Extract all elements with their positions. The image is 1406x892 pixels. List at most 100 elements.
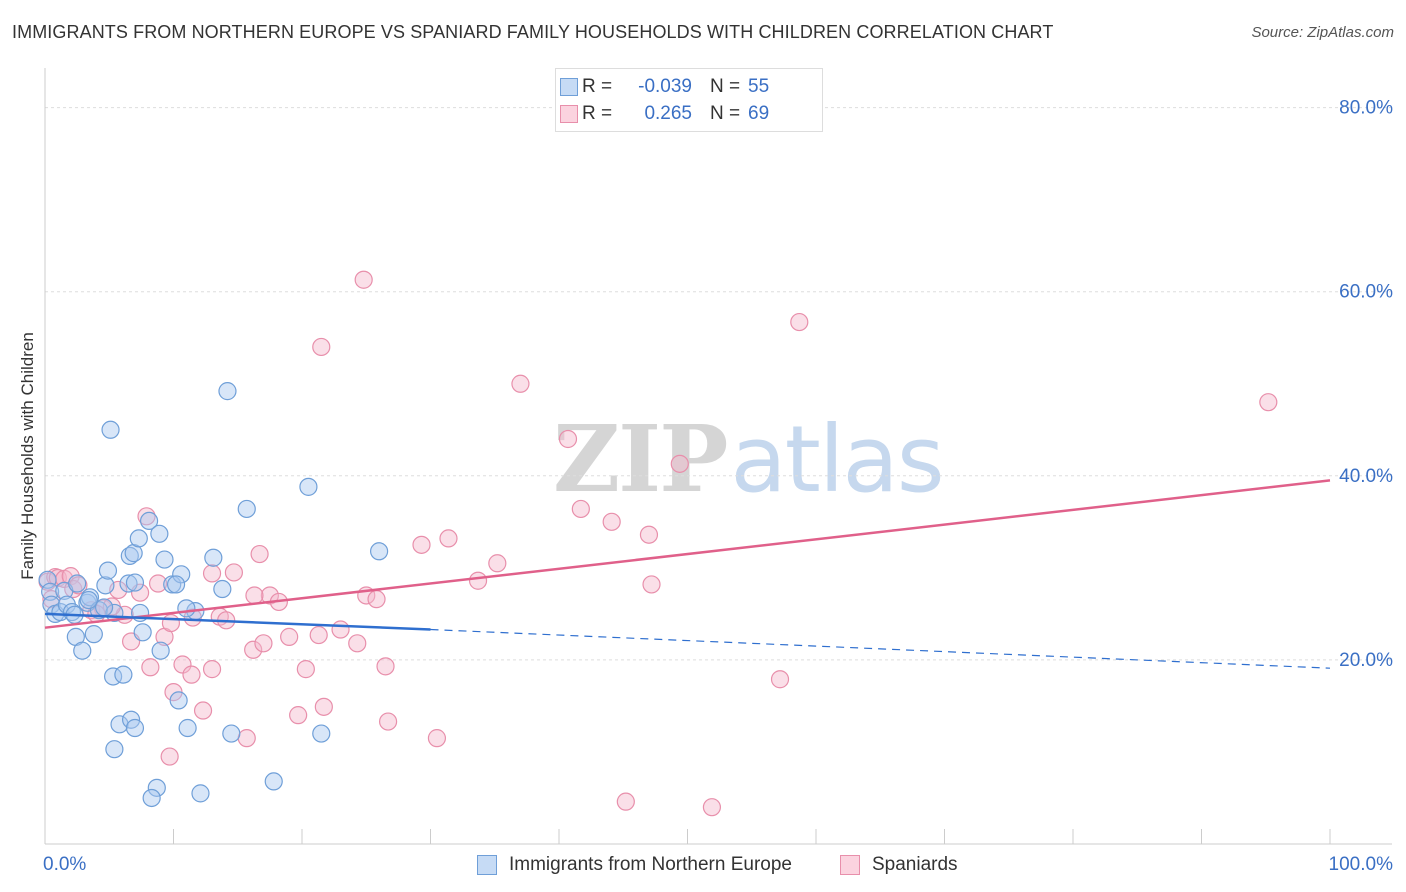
immigrants-point <box>114 665 133 684</box>
legend-n-label: N = <box>710 103 741 124</box>
legend-swatch-blue <box>560 78 578 96</box>
spaniards-point <box>202 660 222 679</box>
spaniards-point <box>173 655 192 674</box>
spaniards-point <box>348 634 367 653</box>
immigrants-point <box>133 623 152 642</box>
spaniards-point <box>702 798 722 817</box>
bottom-legend-swatch-pink <box>840 855 860 875</box>
immigrants-point <box>172 565 191 584</box>
spaniards-point <box>670 454 689 473</box>
legend-n-label: N = <box>710 76 741 97</box>
spaniards-point <box>412 535 431 554</box>
immigrants-point <box>41 582 60 601</box>
spaniards-point <box>376 657 395 676</box>
immigrants-point <box>370 542 389 561</box>
immigrants-point <box>142 788 161 808</box>
immigrants-point <box>125 718 145 738</box>
bottom-legend-swatch-blue <box>477 855 497 875</box>
spaniards-point <box>558 429 578 449</box>
bottom-legend-item-immigrants[interactable]: Immigrants from Northern Europe <box>477 852 792 878</box>
spaniards-point <box>354 270 373 289</box>
spaniards-point <box>511 374 530 393</box>
spaniards-point <box>160 747 179 766</box>
spaniards-point <box>161 613 181 633</box>
spaniards-point <box>260 586 279 605</box>
y-tick-label: 20.0% <box>1339 650 1393 671</box>
immigrants-point <box>312 724 331 743</box>
spaniards-point <box>280 627 299 646</box>
legend-r-value: 0.265 <box>644 103 692 124</box>
immigrants-point <box>129 529 148 548</box>
spaniards-point <box>314 697 333 716</box>
spaniards-point <box>245 586 264 605</box>
y-axis-label: Family Households with Children <box>18 332 37 580</box>
spaniards-point <box>331 620 350 639</box>
legend-n-value: 69 <box>748 103 770 124</box>
watermark-zip: ZIP <box>553 405 728 513</box>
spaniards-point <box>367 590 386 609</box>
immigrants-point <box>222 724 241 743</box>
source-label: Source: ZipAtlas.com <box>1251 24 1394 41</box>
spaniards-point <box>639 525 659 544</box>
immigrants-point <box>155 550 174 569</box>
spaniards-point <box>312 337 331 357</box>
immigrants-point <box>68 574 87 593</box>
spaniards-point <box>1259 393 1278 412</box>
spaniards-point <box>309 625 328 645</box>
spaniards-point <box>141 658 160 677</box>
immigrants-point <box>73 641 92 660</box>
spaniards-point <box>254 634 273 653</box>
spaniards-point <box>182 665 201 684</box>
legend-r-value: -0.039 <box>638 76 692 97</box>
immigrants-trendline <box>44 612 431 631</box>
spaniards-point <box>296 660 315 679</box>
legend-row-pink: R = 0.265 N = 69 <box>560 101 770 127</box>
spaniards-point <box>244 640 263 659</box>
spaniards-point <box>148 574 168 593</box>
spaniards-point <box>427 729 447 748</box>
y-tick-label: 60.0% <box>1339 282 1393 303</box>
spaniards-point <box>642 575 661 594</box>
legend-n-value: 55 <box>748 76 770 97</box>
immigrants-point <box>125 573 145 592</box>
immigrants-point <box>169 691 188 710</box>
immigrants-point <box>204 548 223 567</box>
spaniards-point <box>468 571 488 590</box>
immigrants-point <box>79 590 98 610</box>
y-tick-label: 80.0% <box>1339 98 1393 119</box>
spaniards-point <box>224 563 243 582</box>
x-tick-label-min: 0.0% <box>43 854 86 875</box>
immigrants-point <box>151 641 170 660</box>
bottom-legend-label: Immigrants from Northern Europe <box>509 854 792 875</box>
immigrants-point <box>191 784 210 803</box>
immigrants-point <box>119 574 138 593</box>
immigrants-point <box>84 625 103 644</box>
spaniards-point <box>250 544 269 564</box>
spaniards-point <box>193 701 213 720</box>
immigrants-trendline-extension <box>430 628 1331 669</box>
immigrants-point <box>237 499 256 519</box>
bottom-legend-item-spaniards[interactable]: Spaniards <box>840 852 958 878</box>
immigrants-point <box>163 575 182 594</box>
immigrants-point <box>299 477 318 496</box>
immigrants-point <box>264 772 283 791</box>
y-tick-label: 40.0% <box>1339 466 1393 487</box>
immigrants-point <box>178 718 197 738</box>
watermark: ZIPatlas <box>553 405 945 513</box>
legend-r-label: R = <box>582 103 613 124</box>
immigrants-point <box>150 524 169 543</box>
x-tick-label-max: 100.0% <box>1329 854 1394 875</box>
immigrants-point <box>166 575 186 594</box>
immigrants-point <box>147 778 166 797</box>
legend-r-label: R = <box>582 76 613 97</box>
correlation-legend: R = -0.039 N = 55 R = 0.265 N = 69 <box>555 68 823 132</box>
spaniards-trendline <box>44 479 1331 629</box>
immigrants-point <box>101 420 120 439</box>
immigrants-point <box>105 740 124 759</box>
chart-title: IMMIGRANTS FROM NORTHERN EUROPE VS SPANI… <box>12 22 1054 42</box>
spaniards-point <box>571 499 590 519</box>
immigrants-point <box>96 576 115 595</box>
spaniards-point <box>289 706 308 725</box>
spaniards-point <box>770 670 790 689</box>
